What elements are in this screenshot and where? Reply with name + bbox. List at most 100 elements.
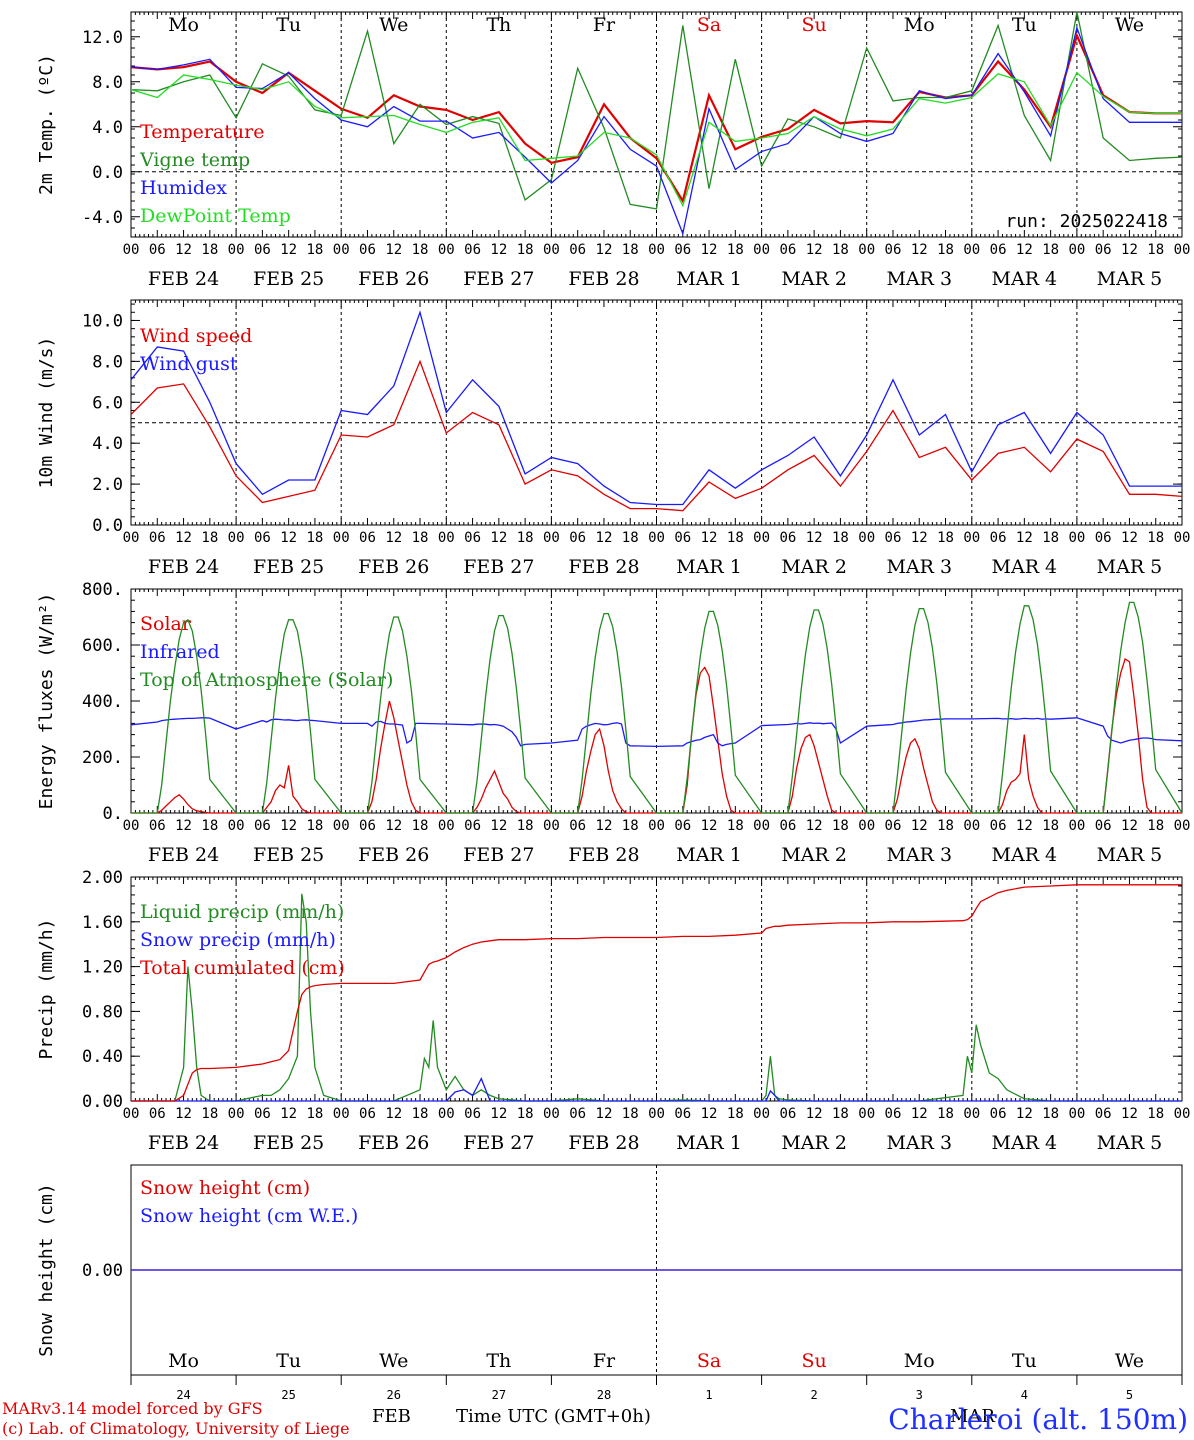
day-of-week-label: Fr [593,14,616,36]
hour-tick-label: 00 [858,818,875,834]
legend-entry: Snow height (cm) [140,1177,310,1199]
series-line-blue [131,1077,1182,1102]
date-label: MAR 3 [886,556,952,578]
hour-tick-label: 06 [254,530,271,546]
hour-tick-label: 00 [1068,1106,1085,1122]
hour-tick-label: 12 [1121,818,1138,834]
hour-tick-label: 18 [1147,530,1164,546]
hour-tick-label: 06 [1095,242,1112,258]
hour-tick-label: 00 [333,530,350,546]
hour-tick-label: 18 [1042,1106,1059,1122]
hour-tick-label: 18 [201,1106,218,1122]
hour-tick-label: 12 [280,242,297,258]
hour-tick-label: 18 [412,1106,429,1122]
hour-tick-label: 00 [963,530,980,546]
hour-tick-label: 18 [306,1106,323,1122]
hour-tick-label: 06 [779,242,796,258]
hour-tick-label: 06 [569,1106,586,1122]
hour-tick-label: 06 [149,818,166,834]
hour-tick-label: 06 [254,1106,271,1122]
y-tick-label: 2.0 [92,475,123,495]
hour-tick-label: 06 [990,530,1007,546]
hour-tick-label: 18 [306,818,323,834]
hour-tick-label: 00 [543,242,560,258]
hour-tick-label: 06 [149,530,166,546]
y-tick-label: 600. [82,636,123,656]
hour-tick-label: 18 [622,530,639,546]
hour-tick-label: 18 [306,242,323,258]
date-label: FEB 25 [253,1132,324,1154]
date-label: FEB 28 [568,1132,639,1154]
hour-tick-label: 06 [359,818,376,834]
date-label: FEB 25 [253,844,324,866]
series-line-lightgreen [130,71,1182,208]
hour-tick-label: 18 [1147,818,1164,834]
date-label: FEB 28 [568,556,639,578]
hour-tick-label: 00 [963,818,980,834]
hour-tick-label: 18 [622,242,639,258]
hour-tick-label: 00 [123,530,140,546]
y-tick-label: -4.0 [82,208,123,228]
series-line-blue [130,310,1182,506]
hour-tick-label: 12 [701,1106,718,1122]
y-tick-label: 400. [82,692,123,712]
hour-tick-label: 12 [385,242,402,258]
hour-tick-label: 00 [543,530,560,546]
hour-tick-label: 00 [228,530,245,546]
y-axis-label: 2m Temp. (ºC) [36,54,57,195]
hour-tick-label: 06 [149,1106,166,1122]
y-tick-label: 2.00 [82,868,123,888]
hour-tick-label: 12 [1016,818,1033,834]
date-label: FEB 24 [148,556,219,578]
hour-tick-label: 00 [963,1106,980,1122]
hour-tick-label: 06 [254,818,271,834]
date-label: MAR 5 [1097,556,1163,578]
month-feb-label: FEB [372,1406,411,1427]
hour-tick-label: 12 [911,1106,928,1122]
hour-tick-label: 00 [1068,818,1085,834]
hour-tick-label: 00 [1068,530,1085,546]
hour-tick-label: 00 [228,242,245,258]
hour-tick-label: 12 [806,530,823,546]
legend-entry: Infrared [140,641,220,663]
hour-tick-label: 00 [333,818,350,834]
hour-tick-label: 00 [123,242,140,258]
panel-4: 0.00 0.40 0.80 1.20 1.60 2.00 Precip (mm/h) Liq… [36,868,1190,1154]
hour-tick-label: 00 [123,818,140,834]
hour-tick-label: 06 [674,242,691,258]
hour-tick-label: 18 [306,530,323,546]
series-line-red [130,359,1183,512]
hour-tick-label: 00 [858,242,875,258]
y-tick-label: 1.60 [82,913,123,933]
hour-tick-label: 12 [701,530,718,546]
hour-tick-label: 12 [1121,242,1138,258]
hour-tick-label: 06 [1095,818,1112,834]
series-line-red [130,32,1182,204]
day-of-week-label: Fr [593,1350,616,1372]
legend-entry: Snow precip (mm/h) [140,929,336,951]
day-number-label: 26 [387,1388,401,1402]
date-label: MAR 4 [992,1132,1058,1154]
day-of-week-label: Mo [168,14,199,36]
hour-tick-label: 00 [1174,242,1191,258]
hour-tick-label: 06 [149,242,166,258]
hour-tick-label: 12 [596,530,613,546]
day-number-label: 4 [1021,1388,1028,1402]
hour-tick-label: 06 [254,242,271,258]
date-label: MAR 5 [1097,268,1163,290]
hour-tick-label: 00 [123,1106,140,1122]
hour-tick-label: 18 [1042,530,1059,546]
hour-tick-label: 18 [517,818,534,834]
hour-tick-label: 18 [1147,1106,1164,1122]
date-label: MAR 2 [781,556,847,578]
date-label: FEB 28 [568,844,639,866]
date-label: FEB 26 [358,844,429,866]
date-label: FEB 25 [253,556,324,578]
day-of-week-label: Th [486,1350,511,1372]
date-label: MAR 5 [1097,1132,1163,1154]
hour-tick-label: 12 [806,242,823,258]
date-label: MAR 2 [781,268,847,290]
day-number-label: 25 [281,1388,295,1402]
hour-tick-label: 18 [1147,242,1164,258]
